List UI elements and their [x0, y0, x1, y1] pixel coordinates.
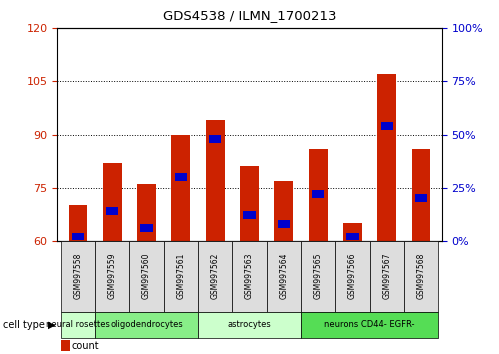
Bar — [106, 207, 118, 215]
Bar — [164, 241, 198, 312]
Bar — [335, 241, 370, 312]
Bar — [312, 190, 324, 198]
Bar — [140, 224, 153, 232]
Text: GSM997558: GSM997558 — [73, 253, 82, 299]
Text: GSM997567: GSM997567 — [382, 253, 391, 299]
Text: neural rosettes: neural rosettes — [46, 320, 110, 329]
Bar — [301, 241, 335, 312]
Bar — [301, 312, 438, 338]
Bar — [209, 135, 222, 143]
Bar — [198, 312, 301, 338]
Text: GSM997560: GSM997560 — [142, 253, 151, 299]
Bar — [277, 220, 290, 228]
Text: GSM997565: GSM997565 — [313, 253, 323, 299]
Bar — [346, 233, 359, 240]
Text: GSM997564: GSM997564 — [279, 253, 288, 299]
Text: neurons CD44- EGFR-: neurons CD44- EGFR- — [324, 320, 415, 329]
Bar — [233, 241, 266, 312]
Bar — [377, 74, 396, 241]
Text: astrocytes: astrocytes — [228, 320, 271, 329]
Bar — [95, 241, 129, 312]
Bar — [103, 163, 122, 241]
Text: cell type ▶: cell type ▶ — [3, 320, 56, 330]
Text: GSM997563: GSM997563 — [245, 253, 254, 299]
Bar — [244, 211, 255, 219]
Bar — [95, 312, 198, 338]
Text: GSM997566: GSM997566 — [348, 253, 357, 299]
Bar — [172, 135, 190, 241]
Bar — [68, 205, 87, 241]
Bar — [72, 233, 84, 240]
Bar — [61, 241, 95, 312]
Bar — [175, 173, 187, 181]
Bar — [61, 312, 95, 338]
Bar — [381, 122, 393, 130]
Bar — [274, 181, 293, 241]
Bar — [137, 184, 156, 241]
Text: GSM997568: GSM997568 — [417, 253, 426, 299]
Bar — [198, 241, 233, 312]
Bar — [370, 241, 404, 312]
Text: count: count — [72, 341, 100, 351]
Bar — [412, 149, 431, 241]
Bar — [343, 223, 362, 241]
Bar — [415, 194, 427, 202]
Text: GSM997562: GSM997562 — [211, 253, 220, 299]
Bar — [266, 241, 301, 312]
Text: oligodendrocytes: oligodendrocytes — [110, 320, 183, 329]
Bar — [404, 241, 438, 312]
Bar — [240, 166, 259, 241]
Bar — [206, 120, 225, 241]
Bar — [309, 149, 327, 241]
Text: GSM997559: GSM997559 — [108, 253, 117, 299]
Text: GSM997561: GSM997561 — [176, 253, 186, 299]
Bar — [61, 340, 70, 352]
Bar — [129, 241, 164, 312]
Text: GDS4538 / ILMN_1700213: GDS4538 / ILMN_1700213 — [163, 9, 336, 22]
